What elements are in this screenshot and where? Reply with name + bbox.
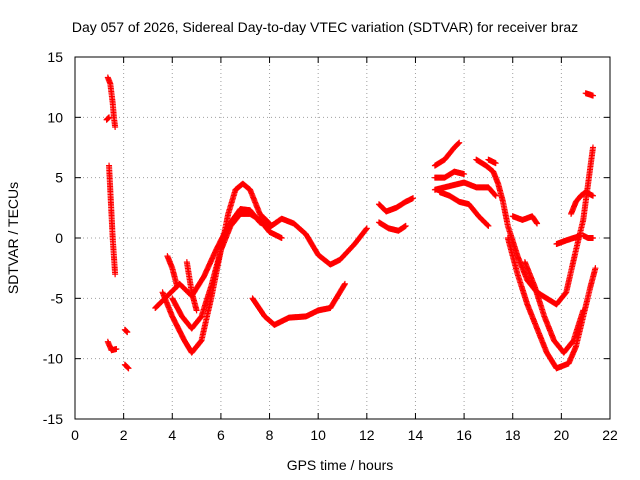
- y-tick-label: 10: [47, 109, 63, 125]
- y-tick-label: -15: [43, 411, 63, 427]
- series-arc-01: [104, 74, 119, 130]
- series-arc-13: [375, 195, 417, 215]
- series-arc-10: [164, 253, 181, 290]
- series-arc-22: [521, 259, 587, 356]
- x-tick-label: 6: [217, 427, 225, 443]
- y-tick-label: 0: [55, 230, 63, 246]
- series-arc-18: [431, 139, 463, 169]
- x-tick-label: 22: [602, 427, 618, 443]
- x-tick-label: 18: [505, 427, 521, 443]
- x-tick-label: 0: [71, 427, 79, 443]
- series-arc-15: [431, 168, 468, 181]
- series-arc-06: [121, 361, 132, 372]
- axis-ticks: 0 2 4 6 8 10 12 14 16 18 20 22 -15 -10 -5 0 5 10 15: [43, 49, 618, 443]
- series-arc-17: [436, 189, 492, 229]
- x-axis-label: GPS time / hours: [287, 457, 394, 473]
- series-arc-02: [103, 114, 113, 123]
- data-marks: [103, 74, 599, 372]
- series-arc-04: [104, 338, 120, 354]
- grid: [75, 57, 610, 419]
- y-tick-label: -10: [43, 351, 63, 367]
- series-arc-16: [431, 179, 499, 199]
- x-tick-label: 12: [359, 427, 375, 443]
- y-axis-label: SDTVAR / TECUs: [5, 182, 21, 294]
- series-arc-24: [553, 232, 584, 248]
- x-tick-label: 20: [554, 427, 570, 443]
- series-arc-23: [485, 156, 499, 167]
- y-tick-label: 5: [55, 170, 63, 186]
- series-arc-09: [169, 210, 285, 332]
- x-tick-label: 2: [120, 427, 128, 443]
- chart-title: Day 057 of 2026, Sidereal Day-to-day VTE…: [72, 19, 578, 35]
- series-arc-27: [582, 90, 596, 99]
- series-arc-05: [121, 326, 131, 336]
- series-arc-14: [375, 219, 409, 234]
- y-tick-label: -5: [51, 290, 64, 306]
- series-arc-26: [580, 232, 596, 241]
- series-arc-21: [509, 213, 541, 227]
- x-tick-label: 4: [168, 427, 176, 443]
- series-arc-25: [568, 189, 596, 217]
- series-arc-03: [106, 162, 119, 278]
- x-tick-label: 10: [310, 427, 326, 443]
- x-tick-label: 14: [408, 427, 424, 443]
- y-tick-label: 15: [47, 49, 63, 65]
- x-tick-label: 16: [456, 427, 472, 443]
- series-arc-11: [183, 259, 200, 314]
- series-arc-12: [249, 280, 348, 328]
- x-tick-label: 8: [266, 427, 274, 443]
